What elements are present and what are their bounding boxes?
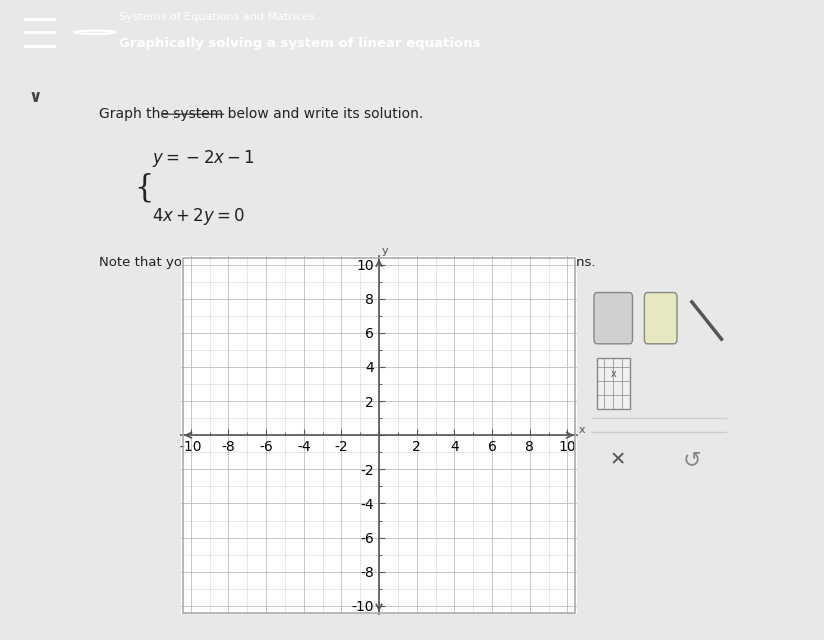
Text: {: {: [134, 172, 154, 203]
Text: Graph the system below and write its solution.: Graph the system below and write its sol…: [99, 108, 424, 122]
Text: ↺: ↺: [682, 451, 701, 470]
FancyBboxPatch shape: [594, 292, 633, 344]
Text: y: y: [382, 246, 388, 256]
Text: $y=-2x-1$: $y=-2x-1$: [152, 148, 255, 170]
Text: ✕: ✕: [610, 451, 626, 470]
Text: Note that you can also answer "No solution" or "Infinitely many" solutions.: Note that you can also answer "No soluti…: [99, 256, 596, 269]
Text: Systems of Equations and Matrices: Systems of Equations and Matrices: [119, 12, 316, 22]
Text: Graphically solving a system of linear equations: Graphically solving a system of linear e…: [119, 37, 481, 50]
Text: ∨: ∨: [28, 88, 42, 106]
FancyBboxPatch shape: [644, 292, 677, 344]
Text: $4x+2y=0$: $4x+2y=0$: [152, 205, 246, 227]
Text: x: x: [611, 369, 616, 379]
Text: x: x: [578, 425, 585, 435]
FancyBboxPatch shape: [597, 358, 630, 409]
